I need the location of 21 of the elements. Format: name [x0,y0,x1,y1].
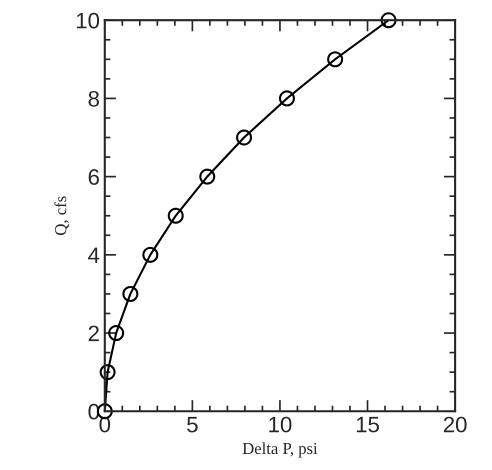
x-tick-label: 5 [187,416,198,432]
point [122,286,138,302]
x-tick-label: 15 [356,416,379,432]
point [168,208,184,224]
y-tick-label: 6 [88,169,99,185]
point [108,325,124,342]
point [199,168,216,185]
point [100,364,116,380]
x-axis-title: Delta P, psi [242,442,318,458]
point [142,246,158,263]
point [236,130,252,146]
y-tick-label: 10 [76,12,100,28]
point [278,90,295,106]
point [380,12,397,28]
y-tick-label: 8 [88,90,99,107]
x-tick-label: 10 [269,416,292,432]
point [327,51,344,68]
x-tick-label: 20 [444,416,467,432]
y-tick-label: 4 [88,248,100,263]
y-tick-label: 2 [88,326,99,342]
y-axis-title: Q, cfs [54,196,69,235]
